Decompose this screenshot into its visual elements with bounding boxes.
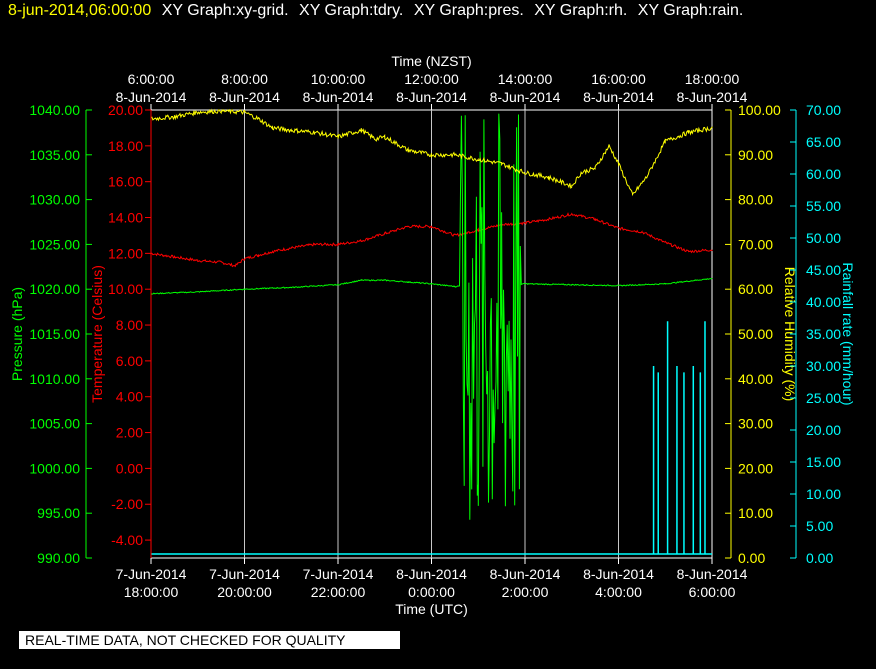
top-tick-label-date: 8-Jun-2014 [396,89,467,105]
top-tick-label-time: 14:00:00 [498,71,553,87]
top-tick-label-time: 6:00:00 [128,71,175,87]
pressure-tick-label: 1015.00 [29,326,80,342]
rain-tick-label: 60.00 [806,166,841,182]
temperature-tick-label: 6.00 [116,353,143,369]
top-tick-label-time: 16:00:00 [591,71,646,87]
rain-tick-label: 40.00 [806,294,841,310]
top-tick-label-time: 18:00:00 [685,71,740,87]
rain-tick-label: 0.00 [806,550,833,566]
bottom-tick-label-time: 22:00:00 [311,584,366,600]
bottom-tick-label-time: 4:00:00 [595,584,642,600]
rain-tick-label: 35.00 [806,326,841,342]
series-pres-line [150,113,713,520]
humidity-tick-label: 50.00 [738,326,773,342]
bottom-tick-label-date: 7-Jun-2014 [303,566,374,582]
bottom-tick-label-time: 2:00:00 [502,584,549,600]
temperature-tick-label: 10.00 [108,281,143,297]
temperature-tick-label: 8.00 [116,317,143,333]
header-item-pres: XY Graph:pres. [413,2,524,19]
chart-header: 8-jun-2014,06:00:00 XY Graph:xy-grid. XY… [8,2,743,20]
quality-disclaimer: REAL-TIME DATA, NOT CHECKED FOR QUALITY [19,631,400,649]
bottom-tick-label-date: 8-Jun-2014 [677,566,748,582]
pressure-tick-label: 995.00 [37,505,80,521]
bottom-tick-label-time: 6:00:00 [689,584,736,600]
header-timestamp: 8-jun-2014,06:00:00 [8,2,152,19]
bottom-tick-label-date: 8-Jun-2014 [396,566,467,582]
humidity-tick-label: 30.00 [738,416,773,432]
temperature-tick-label: 18.00 [108,138,143,154]
bottom-tick-label-date: 7-Jun-2014 [209,566,280,582]
pressure-tick-label: 1010.00 [29,371,80,387]
rain-tick-label: 15.00 [806,454,841,470]
pressure-axis-title: Pressure (hPa) [9,287,25,381]
humidity-tick-label: 100.00 [738,102,781,118]
humidity-tick-label: 70.00 [738,236,773,252]
series-tdry-line [150,212,713,268]
temperature-tick-label: 4.00 [116,389,143,405]
pressure-tick-label: 1000.00 [29,460,80,476]
humidity-tick-label: 10.00 [738,505,773,521]
bottom-tick-label-date: 8-Jun-2014 [490,566,561,582]
temperature-tick-label: 2.00 [116,425,143,441]
top-tick-label-date: 8-Jun-2014 [209,89,280,105]
pressure-tick-label: 1020.00 [29,281,80,297]
humidity-tick-label: 20.00 [738,460,773,476]
series-rh-line [150,108,713,197]
top-tick-label-time: 8:00:00 [221,71,268,87]
header-item-rh: XY Graph:rh. [534,2,628,19]
temperature-tick-label: 20.00 [108,102,143,118]
bottom-tick-label-time: 18:00:00 [124,584,179,600]
temperature-tick-label: -2.00 [111,496,143,512]
top-tick-label-time: 10:00:00 [311,71,366,87]
series-layer [150,108,713,555]
grid [150,109,713,559]
pressure-tick-label: 1030.00 [29,192,80,208]
rain-tick-label: 65.00 [806,134,841,150]
humidity-tick-label: 40.00 [738,371,773,387]
temperature-tick-label: 16.00 [108,174,143,190]
humidity-tick-label: 0.00 [738,550,765,566]
header-item-rain: XY Graph:rain. [637,2,744,19]
rain-tick-label: 55.00 [806,198,841,214]
pressure-tick-label: 1035.00 [29,147,80,163]
bottom-axis-title: Time (UTC) [395,601,468,617]
top-tick-label-date: 8-Jun-2014 [116,89,187,105]
rain-axis-title: Rainfall rate (mm/hour) [840,262,856,405]
pressure-tick-label: 1005.00 [29,416,80,432]
header-item-tdry: XY Graph:tdry. [299,2,404,19]
rain-tick-label: 20.00 [806,422,841,438]
rain-tick-label: 45.00 [806,262,841,278]
top-axis-title: Time (NZST) [391,53,471,69]
humidity-tick-label: 60.00 [738,281,773,297]
axes-layer: 6:00:00 8-Jun-2014 8:00:00 8-Jun-2014 10:00:… [9,53,856,617]
pressure-tick-label: 1025.00 [29,236,80,252]
temperature-tick-label: 12.00 [108,245,143,261]
bottom-tick-label-time: 0:00:00 [408,584,455,600]
rain-tick-label: 70.00 [806,102,841,118]
temperature-tick-label: 0.00 [116,460,143,476]
temperature-axis-title: Temperature (Celsius) [89,265,105,403]
temperature-tick-label: 14.00 [108,210,143,226]
bottom-tick-label-time: 20:00:00 [217,584,272,600]
rain-tick-label: 25.00 [806,390,841,406]
bottom-tick-label-date: 7-Jun-2014 [116,566,187,582]
top-tick-label-date: 8-Jun-2014 [583,89,654,105]
pressure-tick-label: 1040.00 [29,102,80,118]
top-tick-label-date: 8-Jun-2014 [303,89,374,105]
bottom-tick-label-date: 8-Jun-2014 [583,566,654,582]
rain-tick-label: 5.00 [806,518,833,534]
humidity-tick-label: 90.00 [738,147,773,163]
rain-tick-label: 10.00 [806,486,841,502]
humidity-tick-label: 80.00 [738,192,773,208]
top-tick-label-date: 8-Jun-2014 [490,89,561,105]
pressure-tick-label: 990.00 [37,550,80,566]
rain-tick-label: 50.00 [806,230,841,246]
header-item-xy-grid: XY Graph:xy-grid. [161,2,289,19]
top-tick-label-date: 8-Jun-2014 [677,89,748,105]
temperature-tick-label: -4.00 [111,532,143,548]
rain-tick-label: 30.00 [806,358,841,374]
top-tick-label-time: 12:00:00 [404,71,459,87]
